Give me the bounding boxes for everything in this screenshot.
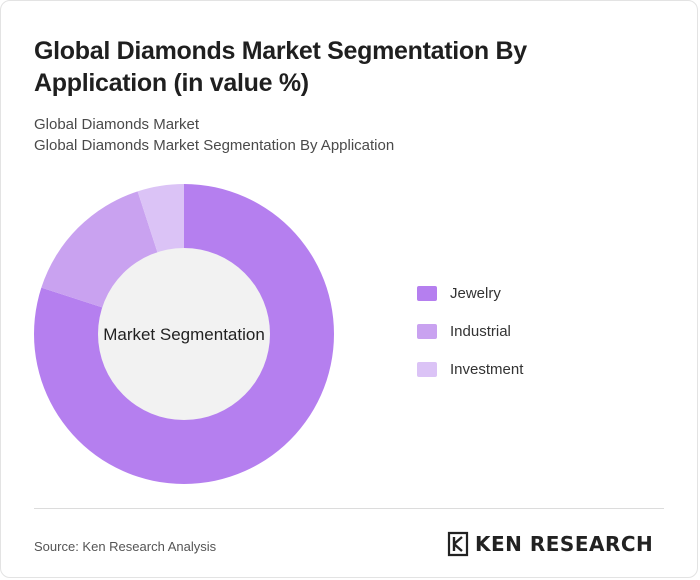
footer-divider	[34, 508, 664, 509]
brand-logo: KEN RESEARCH	[447, 531, 653, 557]
brand-name: KEN RESEARCH	[475, 532, 654, 556]
legend-label-investment: Investment	[450, 360, 524, 378]
legend-item-investment: Investment	[417, 359, 523, 379]
donut-center-label: Market Segmentation	[103, 325, 265, 344]
ken-research-logo-icon	[447, 531, 469, 557]
source-note: Source: Ken Research Analysis	[34, 539, 217, 554]
chart-legend: Jewelry Industrial Investment	[417, 283, 523, 397]
subtitle-market: Global Diamonds Market	[34, 116, 200, 133]
donut-chart: Market Segmentation	[33, 184, 334, 484]
donut-hole	[98, 248, 270, 420]
legend-item-industrial: Industrial	[417, 321, 523, 341]
legend-label-jewelry: Jewelry	[450, 284, 501, 302]
legend-item-jewelry: Jewelry	[417, 283, 523, 303]
legend-label-industrial: Industrial	[450, 322, 511, 340]
legend-swatch-investment	[417, 361, 437, 377]
legend-swatch-industrial	[417, 323, 437, 339]
subtitle-segmentation: Global Diamonds Market Segmentation By A…	[34, 137, 395, 154]
chart-title: Global Diamonds Market Segmentation By A…	[34, 37, 527, 97]
legend-swatch-jewelry	[417, 285, 437, 301]
